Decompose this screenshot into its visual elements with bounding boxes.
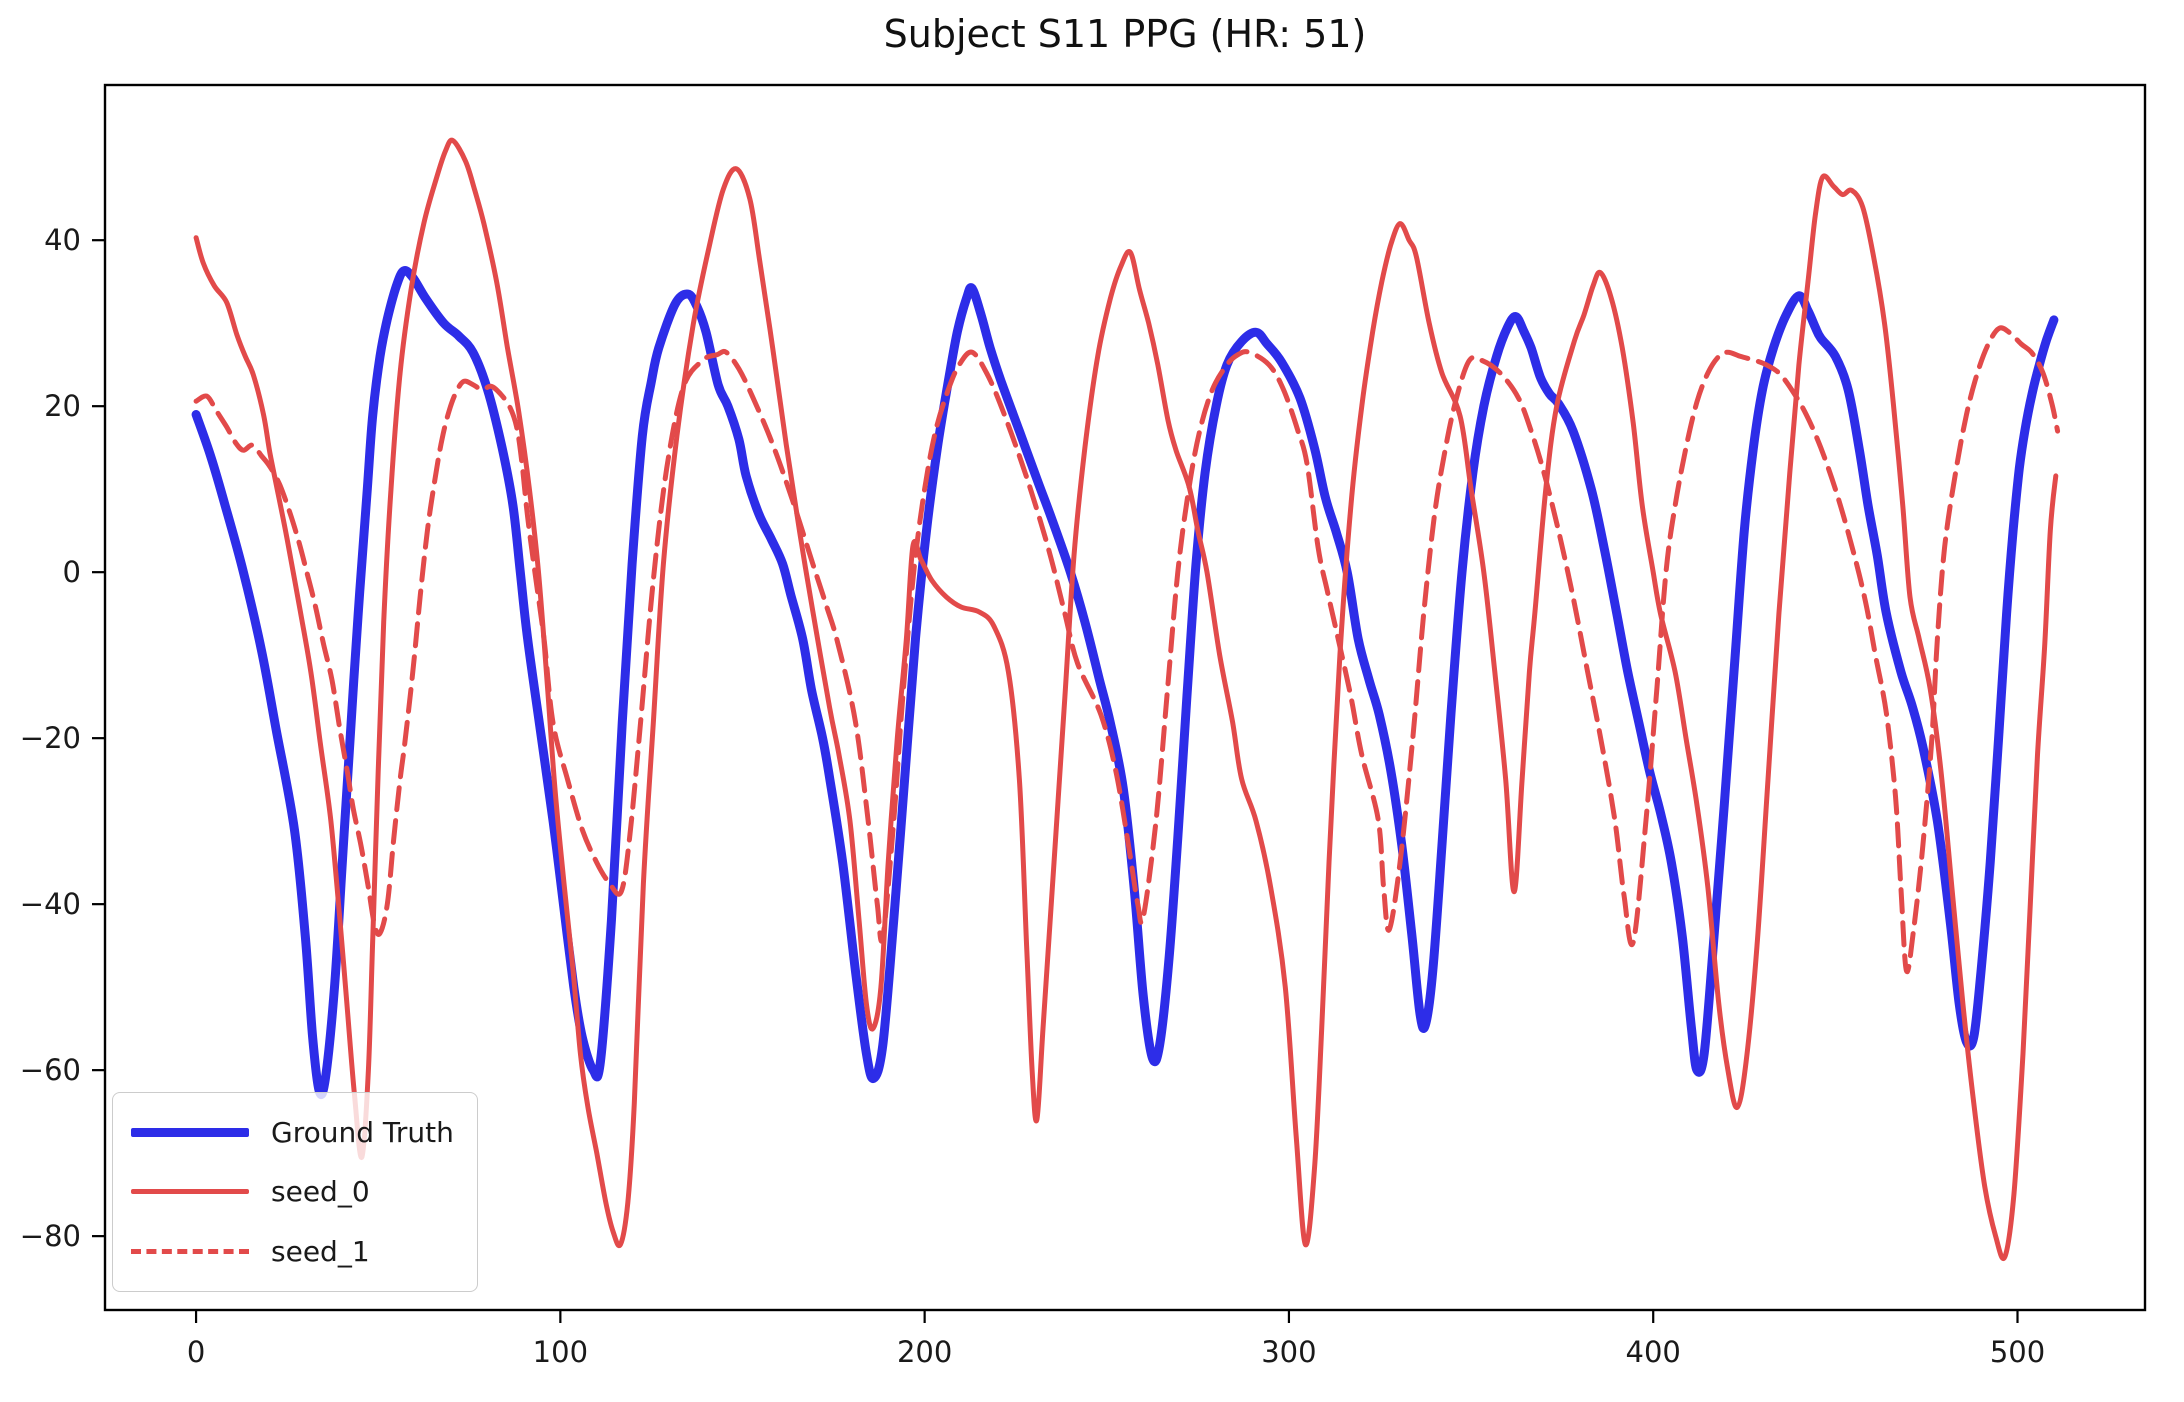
y-tick-label: 0 (63, 555, 81, 589)
y-tick-label: −40 (20, 887, 81, 921)
x-tick-label: 400 (1626, 1335, 1681, 1369)
x-tick-label: 300 (1261, 1335, 1316, 1369)
x-tick-label: 100 (533, 1335, 588, 1369)
chart-title: Subject S11 PPG (HR: 51) (883, 12, 1367, 56)
legend-line-sample-seed-1 (131, 1248, 249, 1254)
y-tick-label: −20 (20, 721, 81, 755)
legend-label-seed-0: seed_0 (271, 1175, 370, 1209)
legend-box: Ground Truth seed_0 seed_1 (112, 1092, 478, 1292)
plot-border (103, 83, 2147, 1312)
legend-item-ground-truth: Ground Truth (131, 1116, 459, 1149)
legend-label-ground-truth: Ground Truth (271, 1116, 454, 1150)
y-tick-label: −80 (20, 1219, 81, 1253)
series-line-seed-0 (193, 137, 2059, 1261)
x-tick-label: 200 (897, 1335, 952, 1369)
series-line-ground-truth (191, 266, 2059, 1100)
y-tick-label: −60 (20, 1053, 81, 1087)
series-line-seed-1 (193, 325, 2061, 975)
legend-label-seed-1: seed_1 (271, 1234, 370, 1268)
y-tick-label: 40 (44, 223, 81, 257)
x-tick-label: 500 (1990, 1335, 2045, 1369)
y-tick-label: 20 (44, 389, 81, 423)
legend-item-seed-1: seed_1 (131, 1235, 459, 1268)
legend-line-sample-seed-0 (131, 1189, 249, 1195)
legend-item-seed-0: seed_0 (131, 1175, 459, 1208)
legend-line-sample-ground-truth (131, 1128, 249, 1138)
x-tick-label: 0 (187, 1335, 205, 1369)
